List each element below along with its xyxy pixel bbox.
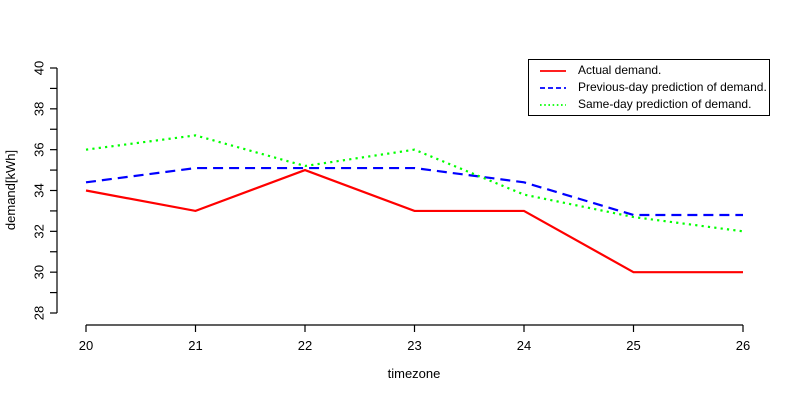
y-tick-label: 28 xyxy=(32,306,47,320)
y-tick-label: 36 xyxy=(32,142,47,156)
legend-label-same-day-prediction: Same-day prediction of demand. xyxy=(578,97,752,111)
solid-line-sample-icon xyxy=(540,69,566,72)
x-tick-label: 23 xyxy=(407,338,421,353)
x-tick-label: 22 xyxy=(298,338,312,353)
x-axis-title: timezone xyxy=(388,366,441,381)
y-tick-label: 34 xyxy=(32,183,47,197)
legend-entry-previous-day-prediction: Previous-day prediction of demand. xyxy=(529,79,769,96)
x-tick-label: 20 xyxy=(79,338,93,353)
dotted-line-sample-icon xyxy=(540,103,566,106)
x-tick-label: 26 xyxy=(736,338,750,353)
x-tick-label: 21 xyxy=(188,338,202,353)
series-line-0 xyxy=(85,168,743,274)
series-line-2 xyxy=(85,134,744,233)
series-line-1 xyxy=(85,166,743,217)
x-tick-label: 25 xyxy=(626,338,640,353)
x-tick-label: 24 xyxy=(517,338,531,353)
legend-entry-actual-demand: Actual demand. xyxy=(529,62,769,79)
legend: Actual demand. Previous-day prediction o… xyxy=(528,59,770,116)
legend-label-actual-demand: Actual demand. xyxy=(578,63,662,77)
dashed-line-sample-icon xyxy=(540,86,566,89)
y-tick-label: 40 xyxy=(32,61,47,75)
legend-entry-same-day-prediction: Same-day prediction of demand. xyxy=(529,96,769,113)
y-tick-label: 32 xyxy=(32,224,47,238)
y-tick-label: 38 xyxy=(32,102,47,116)
legend-label-previous-day-prediction: Previous-day prediction of demand. xyxy=(578,80,767,94)
y-axis-title: demand[kWh] xyxy=(3,150,18,230)
y-tick-label: 30 xyxy=(32,265,47,279)
